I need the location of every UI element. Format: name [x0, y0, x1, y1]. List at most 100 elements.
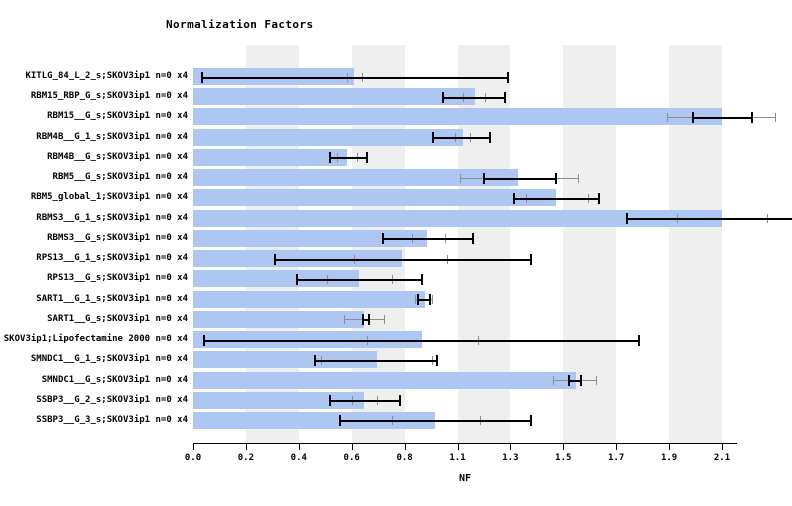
x-axis-tick	[457, 444, 459, 450]
category-label: SART1__G_s;SKOV3ip1 n=0 x4	[47, 313, 188, 324]
error-bar-black-cap-low	[381, 233, 384, 245]
error-bar-black-cap-high	[637, 334, 640, 346]
x-axis-tick-label: 0.2	[237, 453, 255, 463]
error-bar-black-line	[361, 319, 370, 322]
error-bar-black-line	[432, 137, 491, 140]
chart-title: Normalization Factors	[166, 18, 314, 31]
error-bar-black-cap-high	[554, 172, 557, 184]
nf-bar	[193, 209, 722, 227]
error-bar-black-line	[381, 238, 473, 241]
nf-bar	[193, 148, 347, 166]
error-bar-black-cap-high	[504, 91, 507, 103]
x-axis-tick	[563, 444, 565, 450]
error-bar-black-cap-low	[512, 192, 515, 204]
x-axis-tick	[351, 444, 353, 450]
x-axis-tick	[193, 444, 194, 450]
x-axis-tick-label: 1.7	[608, 453, 625, 463]
error-bar-gray-tick-low	[414, 295, 416, 305]
error-bar-black-cap-low	[442, 91, 445, 103]
error-bar-black-line	[339, 420, 531, 423]
error-bar-gray-tick-low	[553, 376, 555, 386]
error-bar-black-line	[313, 359, 438, 362]
category-label: RPS13__G_1_s;SKOV3ip1 n=0 x4	[36, 253, 188, 264]
category-label: RBM4B__G_1_s;SKOV3ip1 n=0 x4	[36, 131, 188, 142]
error-bar-gray-tick-high	[432, 295, 434, 305]
x-axis-tick	[298, 444, 300, 450]
nf-bar	[193, 411, 435, 429]
category-label: RBM5_global_1;SKOV3ip1 n=0 x4	[30, 192, 188, 203]
error-bar-black-cap-high	[398, 395, 401, 407]
x-axis-tick-label: 0.0	[184, 453, 202, 463]
error-bar-black-cap-high	[751, 111, 754, 123]
category-label: SKOV3ip1;Lipofectamine 2000 n=0 x4	[3, 334, 188, 345]
category-label: SSBP3__G_2_s;SKOV3ip1 n=0 x4	[36, 394, 188, 405]
error-bar-black-cap-low	[691, 111, 694, 123]
category-label: SMNDC1__G_1_s;SKOV3ip1 n=0 x4	[30, 354, 188, 365]
nf-bar	[193, 229, 428, 247]
error-bar-black-cap-low	[203, 334, 206, 346]
error-bar-black-line	[329, 400, 400, 403]
x-axis-tick-label: 0.4	[290, 453, 307, 463]
category-label: SART1__G_1_s;SKOV3ip1 n=0 x4	[36, 293, 188, 304]
nf-bar	[193, 108, 722, 126]
error-bar-black-line	[482, 177, 556, 180]
error-bar-black-cap-high	[489, 132, 492, 144]
error-bar-black-line	[417, 299, 430, 302]
error-bar-black-cap-high	[428, 294, 431, 306]
x-axis-title: NF	[458, 473, 472, 484]
error-bar-black-line	[203, 339, 639, 342]
category-label: RBM4B__G_s;SKOV3ip1 n=0 x4	[47, 151, 188, 162]
error-bar-gray-tick-high	[596, 376, 598, 386]
x-axis-tick	[404, 444, 406, 450]
nf-bar	[193, 310, 365, 328]
error-bar-black-cap-high	[579, 375, 582, 387]
error-bar-black-cap-low	[432, 132, 435, 144]
category-label: SMNDC1__G_s;SKOV3ip1 n=0 x4	[41, 374, 188, 385]
nf-bar	[193, 128, 463, 146]
error-bar-black-cap-low	[273, 253, 276, 265]
error-bar-black-cap-low	[296, 273, 299, 285]
category-label: RBM5__G_s;SKOV3ip1 n=0 x4	[52, 172, 188, 183]
error-bar-gray-tick-high	[384, 315, 386, 325]
error-bar-black-cap-high	[421, 273, 424, 285]
nf-bar	[193, 88, 476, 106]
error-bar-black-cap-low	[313, 354, 316, 366]
error-bar-black-line	[273, 258, 531, 261]
error-bar-black-line	[442, 96, 506, 99]
error-bar-gray-tick-high	[578, 173, 580, 183]
category-label: RBM15_RBP_G_s;SKOV3ip1 n=0 x4	[30, 91, 188, 102]
x-axis-tick-label: 1.1	[449, 453, 466, 463]
nf-bar	[193, 169, 518, 187]
error-bar-black-cap-low	[329, 152, 332, 164]
x-axis-tick-label: 2.1	[713, 453, 731, 463]
error-bar-black-line	[512, 197, 599, 200]
error-bar-black-cap-high	[506, 71, 509, 83]
error-bar-black-line	[329, 157, 367, 160]
x-axis-tick-label: 0.6	[343, 453, 360, 463]
nf-bar	[193, 290, 425, 308]
error-bar-gray-tick-high	[774, 112, 776, 122]
error-bar-black-cap-low	[417, 294, 420, 306]
x-axis-tick-label: 1.5	[555, 453, 572, 463]
x-axis-tick-label: 1.9	[660, 453, 678, 463]
error-bar-black-cap-low	[329, 395, 332, 407]
category-label: KITLG_84_L_2_s;SKOV3ip1 n=0 x4	[25, 71, 188, 81]
category-label: RBMS3__G_s;SKOV3ip1 n=0 x4	[47, 232, 188, 243]
error-bar-black-cap-low	[200, 71, 203, 83]
x-axis-line	[193, 443, 737, 444]
x-axis-tick	[245, 444, 247, 450]
error-bar-black-cap-high	[436, 354, 439, 366]
error-bar-black-cap-low	[626, 213, 629, 225]
x-axis-tick-label: 0.8	[396, 453, 413, 463]
x-axis-tick	[669, 444, 671, 450]
category-label: SSBP3__G_3_s;SKOV3ip1 n=0 x4	[36, 414, 188, 425]
x-axis-tick	[722, 444, 723, 450]
error-bar-gray-tick-low	[666, 112, 668, 122]
nf-bar	[193, 351, 377, 369]
error-bar-black-cap-high	[365, 152, 368, 164]
nf-bar	[193, 391, 365, 409]
category-label: RPS13__G_s;SKOV3ip1 n=0 x4	[47, 273, 188, 284]
nf-bar	[193, 189, 556, 207]
background-band	[669, 45, 722, 443]
